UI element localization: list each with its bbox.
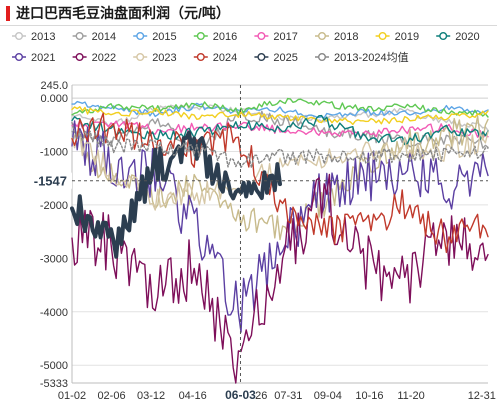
legend-item-label[interactable]: 2018 [334, 31, 358, 43]
legend-swatch-marker[interactable] [318, 32, 327, 41]
legend-item-label[interactable]: 2021 [31, 52, 55, 64]
crosshair-y-badge [30, 171, 72, 190]
legend-item-label[interactable]: 2023 [152, 52, 176, 64]
series-line [71, 100, 489, 119]
series-line [71, 106, 489, 126]
legend-swatch-marker[interactable] [196, 32, 205, 41]
legend-item-label[interactable]: 2020 [455, 31, 479, 43]
legend-item-label[interactable]: 2013 [31, 31, 55, 43]
series-line [71, 112, 489, 254]
legend-swatch-marker[interactable] [439, 32, 448, 41]
series-line [71, 121, 489, 169]
legend-swatch-marker[interactable] [196, 53, 205, 62]
legend-swatch-marker[interactable] [257, 53, 266, 62]
legend-item-label[interactable]: 2015 [152, 31, 176, 43]
legend-swatch-marker[interactable] [257, 32, 266, 41]
x-tick-label: 12-31 [468, 390, 496, 402]
series-line [71, 120, 489, 139]
title-divider [0, 25, 497, 26]
x-tick-label: 07-31 [274, 390, 302, 402]
legend-item-label[interactable]: 2016 [213, 31, 237, 43]
x-tick-label: 26 [255, 390, 267, 402]
legend-item-label[interactable]: 2013-2024均值 [334, 51, 409, 64]
x-tick-label: 11-20 [397, 390, 424, 402]
series-line [71, 173, 489, 384]
legend-item-label[interactable]: 2024 [213, 52, 237, 64]
y-tick-label: -1000 [40, 147, 68, 159]
y-tick-label: -4000 [40, 307, 68, 319]
chart-title: 进口巴西毛豆油盘面利润（元/吨） [16, 5, 230, 21]
legend-swatch-marker[interactable] [75, 32, 84, 41]
legend-item-label[interactable]: 2022 [92, 52, 116, 64]
legend-item-label[interactable]: 2019 [395, 31, 419, 43]
x-tick-label: 10-16 [355, 390, 383, 402]
x-tick-label: 02-06 [97, 390, 125, 402]
title-accent-bar [6, 6, 10, 21]
legend-swatch-marker[interactable] [14, 53, 23, 62]
y-tick-label: -5000 [40, 360, 68, 372]
legend-swatch-marker[interactable] [75, 53, 84, 62]
x-cursor-label: 06-03 [225, 388, 256, 402]
legend-item-label[interactable]: 2017 [273, 31, 297, 43]
y-tick-label: -5333 [40, 378, 68, 390]
legend-swatch-marker[interactable] [378, 32, 387, 41]
series-line [70, 130, 282, 259]
legend-item-label[interactable]: 2014 [92, 31, 116, 43]
x-tick-label: 04-16 [179, 390, 207, 402]
x-tick-label: 09-04 [314, 390, 342, 402]
y-tick-label: 0.000 [40, 93, 68, 105]
crosshair-y-value: -1547 [34, 174, 67, 189]
series-line [71, 97, 489, 118]
legend-swatch-marker[interactable] [136, 53, 145, 62]
x-tick-label: 03-12 [137, 390, 165, 402]
y-tick-label: -3000 [40, 253, 68, 265]
legend-swatch-marker[interactable] [318, 53, 327, 62]
legend-item-label[interactable]: 2025 [273, 52, 297, 64]
legend-swatch-marker[interactable] [14, 32, 23, 41]
y-tick-label: 245.0 [40, 80, 68, 92]
title-bar: 进口巴西毛豆油盘面利润（元/吨） [0, 0, 497, 26]
series-line [71, 120, 489, 333]
legend-swatch-marker[interactable] [136, 32, 145, 41]
y-tick-label: -2000 [40, 200, 68, 212]
x-tick-label: 01-02 [58, 390, 86, 402]
